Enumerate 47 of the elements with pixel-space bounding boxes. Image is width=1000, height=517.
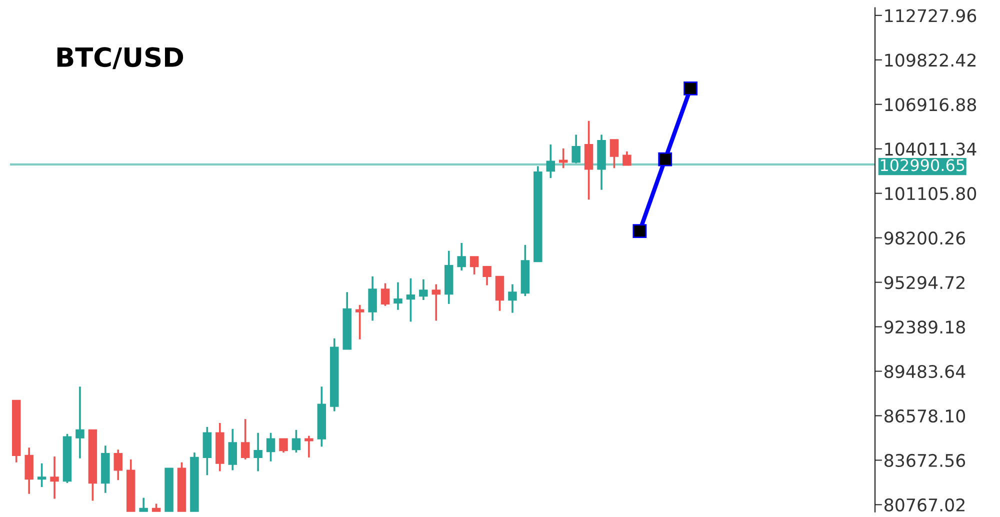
candlestick — [37, 462, 46, 488]
candlestick — [304, 434, 314, 458]
candlestick — [406, 277, 416, 323]
y-tick-label: 109822.42 — [885, 54, 976, 67]
point — [684, 81, 698, 96]
y-tick-label: 106916.88 — [885, 98, 976, 112]
y-tick-label: 92389.18 — [884, 320, 965, 334]
candlestick — [380, 282, 390, 307]
y-tick-label: 112727.96 — [885, 9, 976, 22]
candlestick — [368, 275, 377, 322]
candlestick — [355, 304, 364, 340]
y-tick-label: 101105.80 — [885, 187, 976, 200]
candlestick — [279, 438, 288, 454]
y-tick-label: 104011.34 — [885, 142, 976, 156]
candlestick — [292, 428, 301, 454]
candlestick — [622, 150, 632, 166]
candlestick — [610, 138, 619, 170]
candlestick — [50, 456, 59, 500]
candlestick — [432, 283, 441, 322]
candlestick — [558, 148, 568, 170]
candlestick — [470, 256, 479, 276]
candlestick — [76, 386, 84, 460]
candlestick — [114, 448, 122, 481]
candlestick — [254, 432, 262, 472]
candlestick — [394, 281, 402, 311]
y-tick-label: 98200.26 — [884, 232, 966, 245]
point — [632, 224, 647, 238]
candlestick — [457, 242, 466, 272]
candlestick — [495, 275, 504, 312]
candlestick — [266, 432, 276, 462]
y-tick-label: 86578.10 — [884, 409, 966, 423]
y-tick-label: 80767.02 — [884, 498, 964, 512]
candlestick — [24, 446, 34, 495]
candlestick — [546, 144, 555, 179]
candlestick — [508, 283, 517, 314]
y-tick-label: 83672.56 — [884, 454, 966, 468]
y-tick-label: 95294.72 — [884, 276, 964, 290]
candlestick — [139, 496, 148, 512]
candlestick — [228, 428, 237, 472]
ref-line-label: 102990.65 — [880, 159, 964, 172]
candlestick — [419, 278, 428, 301]
text: BTC/USD — [57, 47, 184, 70]
candlestick — [482, 266, 492, 286]
point — [658, 152, 672, 166]
candlestick — [572, 134, 580, 164]
candlestick — [240, 418, 250, 460]
y-tick-label: 89483.64 — [884, 364, 966, 378]
